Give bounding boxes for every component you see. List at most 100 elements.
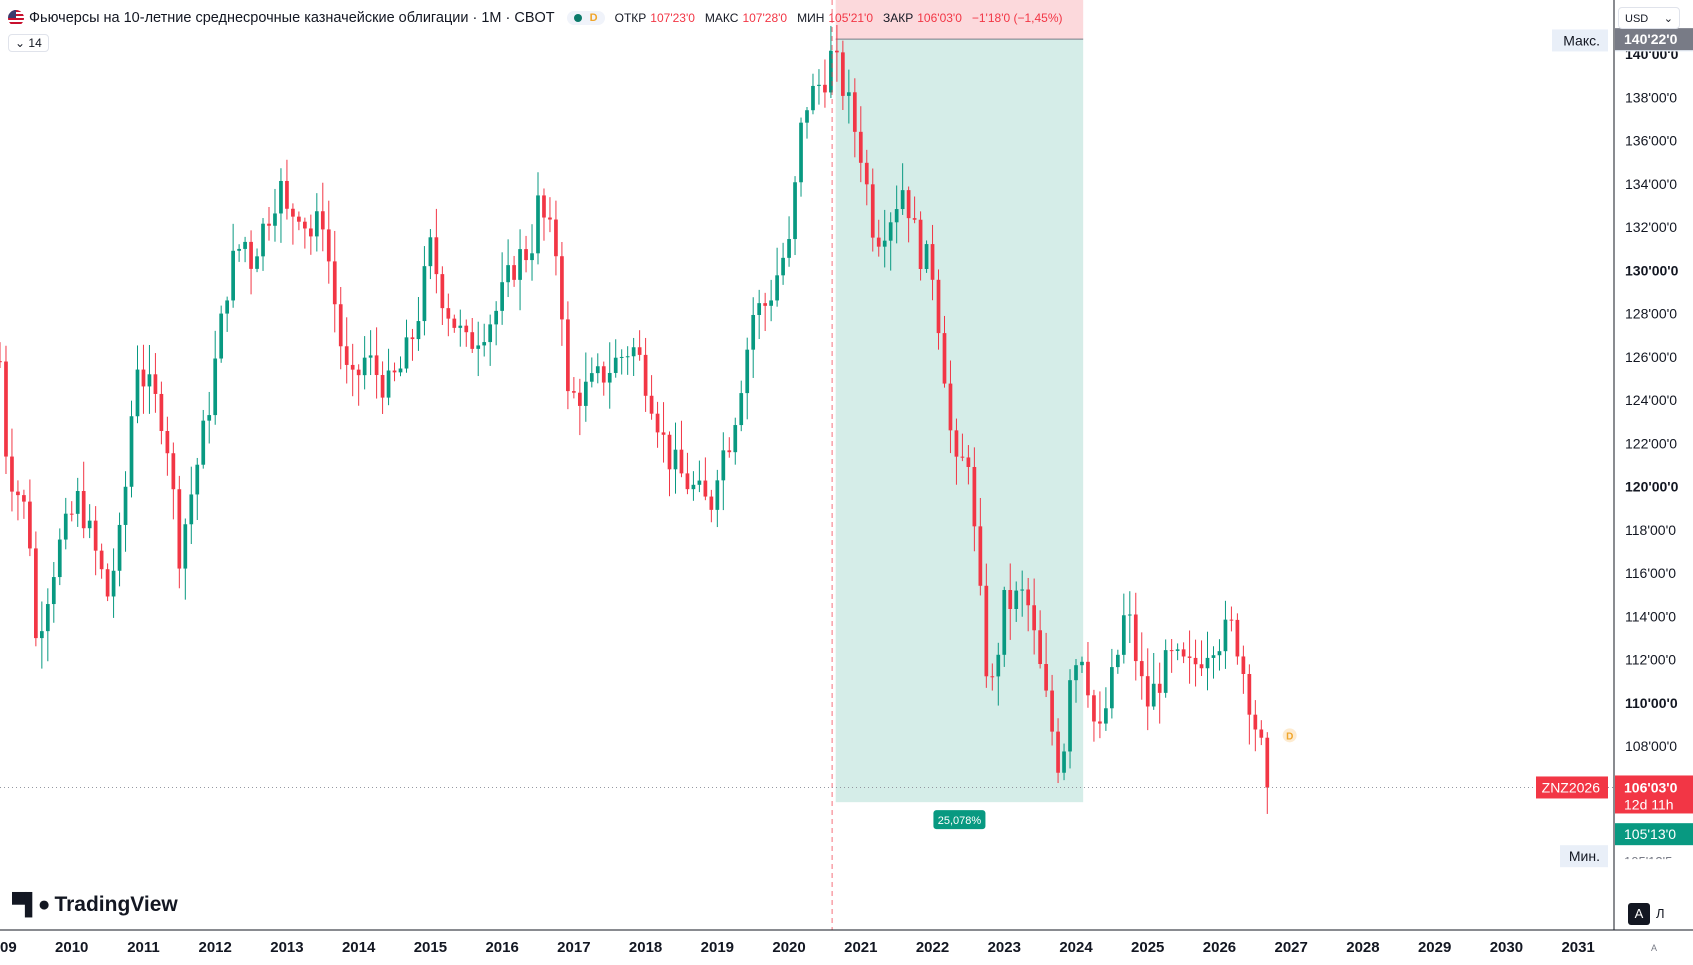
candle [793, 176, 797, 256]
candle [852, 78, 857, 158]
auto-scale-button[interactable]: A [1628, 903, 1650, 925]
logo-text: TradingView [54, 893, 178, 916]
candle [141, 344, 146, 414]
candle-body [667, 434, 672, 470]
candle-body [721, 450, 726, 481]
candle [368, 330, 373, 376]
year-tick-label: 2013 [270, 939, 303, 956]
candle-body [918, 219, 923, 269]
candle-body [984, 585, 989, 677]
measure-tool[interactable]: 25,078% [835, 0, 1084, 830]
candle [63, 497, 68, 550]
candle-body [320, 211, 325, 230]
candle [488, 314, 493, 366]
candle [1151, 653, 1156, 710]
candle-body [1133, 614, 1138, 662]
candle-body [111, 570, 116, 597]
measure-label-bg [933, 810, 986, 830]
candle-body [823, 84, 827, 93]
candle-body [697, 480, 702, 485]
price-axis[interactable]: 140'00'0138'00'0136'00'0134'00'0132'00'0… [1536, 0, 1693, 930]
candle [763, 292, 768, 332]
candle-body [165, 431, 170, 454]
candle [1092, 689, 1096, 742]
log-scale-button[interactable]: Л [1656, 906, 1665, 921]
candle [1038, 610, 1042, 669]
candle [685, 452, 690, 495]
candle-body [817, 84, 821, 86]
candle [1181, 642, 1186, 664]
candle-body [105, 569, 110, 597]
candle-body [554, 219, 558, 257]
candle-body [213, 358, 218, 416]
candle-body [1110, 667, 1114, 709]
candle [159, 381, 164, 445]
candle-body [757, 303, 762, 315]
candle [1050, 674, 1054, 746]
year-tick-label: 2023 [988, 939, 1021, 956]
candle-body [368, 355, 373, 358]
candle [661, 402, 666, 463]
candle [356, 364, 361, 406]
candle-body [1157, 683, 1162, 693]
candle-body [542, 195, 546, 218]
candle [1145, 648, 1150, 731]
us-flag-icon [8, 10, 24, 26]
candle-body [1115, 654, 1120, 668]
candle-body [1062, 751, 1066, 773]
candle-body [404, 337, 409, 369]
year-tick-label: 2025 [1131, 939, 1164, 956]
candle-body [1014, 590, 1019, 609]
candle-body [356, 369, 361, 376]
price-tick-label: 130'00'0 [1625, 262, 1679, 278]
candle [177, 475, 182, 589]
candle-body [1050, 690, 1054, 732]
chevron-down-icon: ⌄ [15, 36, 26, 50]
indicators-toggle[interactable]: ⌄ 14 [8, 34, 49, 52]
candle [207, 391, 212, 444]
currency-select[interactable]: USD ⌄ [1618, 7, 1680, 29]
candle [560, 241, 564, 346]
candle [404, 319, 409, 373]
candle-body [159, 393, 164, 432]
candle-body [297, 216, 301, 222]
price-tick-label: 120'00'0 [1625, 479, 1679, 495]
candle-body [34, 548, 38, 639]
candle [1110, 648, 1114, 719]
candle [75, 477, 80, 527]
year-tick-label: 2022 [916, 939, 949, 956]
candle [0, 342, 2, 369]
candle [757, 289, 762, 340]
candle [1032, 578, 1037, 655]
candle [1080, 656, 1084, 673]
range-top-label: 140'22'0 [1624, 31, 1678, 47]
low-value: 105'21'0 [828, 11, 873, 25]
candle-body [829, 50, 833, 93]
candle-body [589, 373, 594, 382]
candle [398, 356, 403, 377]
status-pill[interactable]: D [566, 11, 605, 25]
candle [697, 460, 702, 493]
candle-body [231, 250, 235, 301]
candle [476, 321, 481, 377]
last-price-bg [1615, 775, 1693, 814]
candle-body [482, 342, 487, 346]
candle [637, 330, 642, 361]
candle [332, 230, 337, 333]
symbol-title[interactable]: Фьючерсы на 10-летние среднесрочные казн… [29, 10, 555, 26]
tradingview-logo[interactable]: ▀▌● TradingView [12, 893, 178, 917]
candle [1133, 592, 1138, 681]
candle-body [703, 480, 708, 497]
candle-body [434, 237, 439, 275]
candle-body [470, 332, 475, 349]
candle-body [39, 631, 44, 639]
candle-body [560, 256, 564, 320]
candle [673, 422, 678, 494]
candle [888, 212, 893, 271]
candle-body [1187, 656, 1192, 658]
candle-body [595, 366, 600, 374]
candle-body [308, 228, 313, 237]
time-axis[interactable]: 2009 2010 2011 2012 2013 2014 2015 2016 2017 2018… [0, 929, 1693, 956]
candle [984, 563, 989, 688]
